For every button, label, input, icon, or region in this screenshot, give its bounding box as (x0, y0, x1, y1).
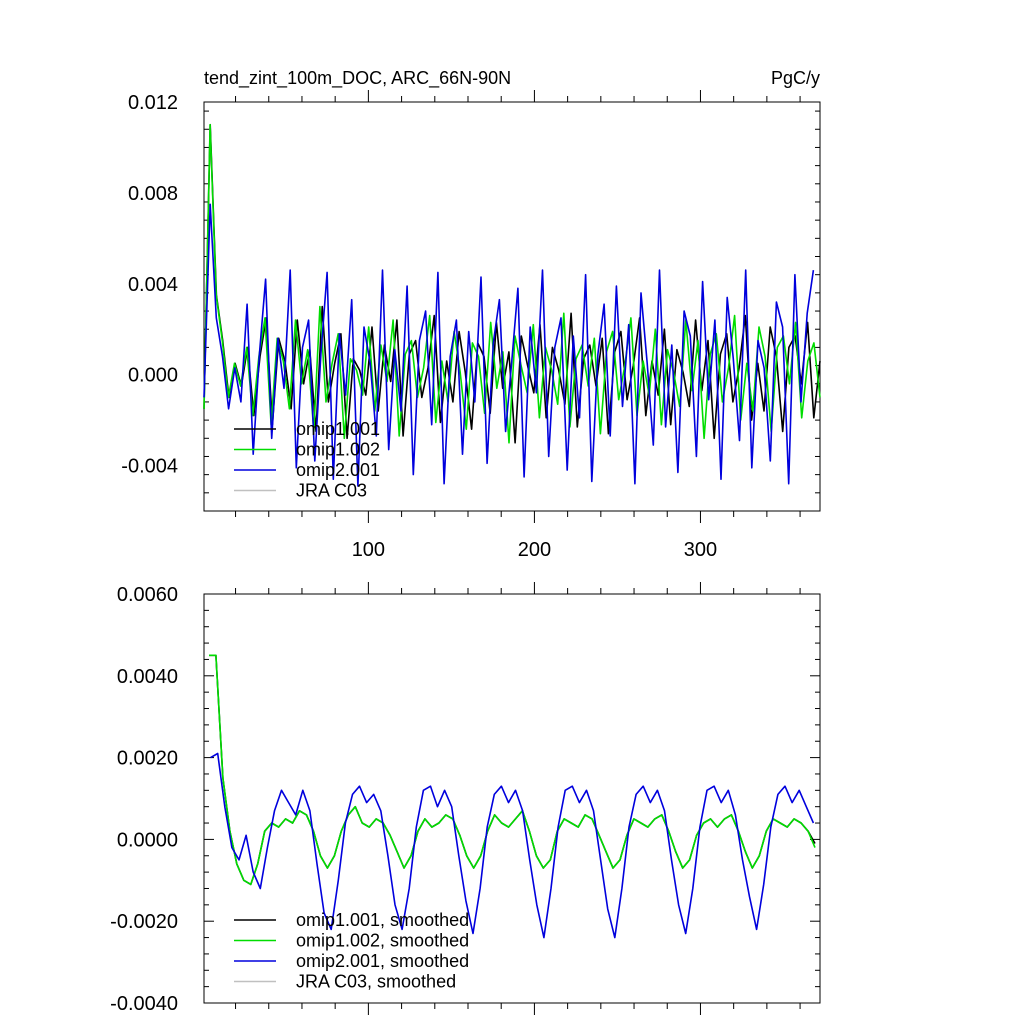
chart-title: tend_zint_100m_DOC, ARC_66N-90N (204, 68, 511, 89)
series-group (203, 123, 821, 487)
axis-tick-labels: -0.004 0.000 0.004 0.008 0.012 100 200 300 (121, 92, 717, 561)
legend-label: omip1.001, smoothed (296, 910, 469, 930)
y-tick-label: 0.004 (128, 274, 178, 296)
legend-label: JRA C03 (296, 481, 367, 501)
top-panel: tend_zint_100m_DOC, ARC_66N-90N PgC/y -0… (121, 68, 821, 561)
y-tick-label: 0.0000 (117, 829, 178, 851)
series-line-1 (209, 654, 816, 886)
axis-ticks (204, 90, 820, 523)
y-tick-label: 0.000 (128, 365, 178, 387)
y-tick-label: 0.012 (128, 92, 178, 114)
plot-frame (203, 101, 821, 512)
plot-frame (203, 593, 821, 1004)
series-line-2 (210, 752, 815, 939)
y-tick-label: 0.0060 (117, 584, 178, 606)
bottom-panel: -0.0040 -0.0020 0.0000 0.0020 0.0040 0.0060 o… (110, 582, 821, 1015)
axis-ticks (204, 582, 820, 1015)
legend-label: JRA C03, smoothed (296, 972, 456, 992)
series-group (209, 654, 816, 939)
series-line-1 (203, 123, 821, 444)
x-tick-label: 100 (352, 539, 385, 561)
y-tick-label: -0.0040 (110, 993, 178, 1015)
y-tick-label: 0.0020 (117, 748, 178, 770)
axis-tick-labels: -0.0040 -0.0020 0.0000 0.0020 0.0040 0.0060 (110, 584, 178, 1015)
chart-units: PgC/y (771, 68, 820, 88)
legend-label: omip1.001 (296, 419, 380, 439)
y-tick-label: -0.004 (121, 456, 178, 478)
y-tick-label: -0.0020 (110, 911, 178, 933)
y-tick-label: 0.0040 (117, 666, 178, 688)
y-tick-label: 0.008 (128, 183, 178, 205)
x-tick-label: 300 (684, 539, 717, 561)
series-line-2 (203, 203, 815, 487)
legend-label: omip2.001 (296, 460, 380, 480)
series-line-0 (209, 654, 816, 886)
legend-label: omip2.001, smoothed (296, 951, 469, 971)
legend-label: omip1.002 (296, 440, 380, 460)
legend-label: omip1.002, smoothed (296, 931, 469, 951)
x-tick-label: 200 (518, 539, 551, 561)
